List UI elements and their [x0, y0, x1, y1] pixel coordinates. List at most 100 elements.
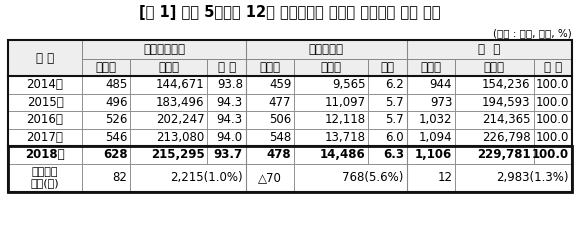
Bar [82, 76, 130, 93]
Text: 회사수: 회사수 [420, 61, 441, 74]
Text: 1,094: 1,094 [419, 131, 452, 144]
Bar [208, 76, 246, 93]
Bar [294, 93, 368, 111]
Text: 1,032: 1,032 [419, 113, 452, 126]
Text: 226,798: 226,798 [482, 131, 531, 144]
Bar [534, 129, 572, 146]
Bar [407, 40, 572, 59]
Bar [407, 111, 455, 129]
Bar [407, 59, 455, 76]
Bar [82, 59, 130, 76]
Text: 93.7: 93.7 [213, 148, 243, 161]
Bar [455, 111, 534, 129]
Text: 526: 526 [105, 113, 128, 126]
Text: 전년대비
증감(률): 전년대비 증감(률) [31, 167, 59, 188]
Bar [407, 93, 455, 111]
Text: 100.0: 100.0 [535, 78, 569, 91]
Bar [8, 146, 82, 163]
Text: 183,496: 183,496 [156, 96, 204, 109]
Text: 회사수: 회사수 [260, 61, 281, 74]
Bar [368, 59, 407, 76]
Bar [294, 76, 368, 93]
Bar [294, 111, 368, 129]
Text: 5.7: 5.7 [385, 96, 404, 109]
Text: 합  계: 합 계 [478, 43, 501, 56]
Bar [368, 93, 407, 111]
Bar [455, 163, 572, 192]
Bar [455, 146, 534, 163]
Bar [534, 111, 572, 129]
Text: 477: 477 [269, 96, 291, 109]
Text: 5.7: 5.7 [385, 113, 404, 126]
Text: 768(5.6%): 768(5.6%) [342, 171, 404, 184]
Text: 배당금: 배당금 [158, 61, 179, 74]
Bar [368, 111, 407, 129]
Text: 12,118: 12,118 [324, 113, 365, 126]
Bar [294, 163, 407, 192]
Text: 2015년: 2015년 [27, 96, 63, 109]
Bar [534, 146, 572, 163]
Text: 1,106: 1,106 [415, 148, 452, 161]
Text: 628: 628 [103, 148, 128, 161]
Text: 비 율: 비 율 [218, 61, 235, 74]
Bar [208, 146, 246, 163]
Text: 12: 12 [437, 171, 452, 184]
Text: 100.0: 100.0 [535, 131, 569, 144]
Bar [82, 93, 130, 111]
Text: 코스닥시장: 코스닥시장 [309, 43, 344, 56]
Bar [82, 129, 130, 146]
Bar [208, 129, 246, 146]
Text: 194,593: 194,593 [482, 96, 531, 109]
Text: 94.0: 94.0 [217, 131, 243, 144]
Text: 93.8: 93.8 [217, 78, 243, 91]
Text: 478: 478 [267, 148, 291, 161]
Bar [407, 129, 455, 146]
Text: △70: △70 [258, 171, 282, 184]
Text: 82: 82 [113, 171, 128, 184]
Bar [455, 93, 534, 111]
Bar [8, 40, 82, 76]
Bar [82, 40, 246, 59]
Bar [82, 163, 130, 192]
Bar [208, 93, 246, 111]
Bar [130, 146, 208, 163]
Text: 6.0: 6.0 [385, 131, 404, 144]
Bar [246, 111, 294, 129]
Bar [130, 163, 246, 192]
Text: 2014년: 2014년 [27, 78, 63, 91]
Text: [표 1] 최근 5개년도 12월 결산법인의 시장별 실질주주 배당 현황: [표 1] 최근 5개년도 12월 결산법인의 시장별 실질주주 배당 현황 [139, 6, 441, 20]
Text: 100.0: 100.0 [532, 148, 569, 161]
Bar [368, 129, 407, 146]
Bar [294, 59, 368, 76]
Text: 459: 459 [269, 78, 291, 91]
Text: (단위 : 개사, 억원, %): (단위 : 개사, 억원, %) [493, 28, 572, 38]
Text: 2017년: 2017년 [27, 131, 63, 144]
Text: 100.0: 100.0 [535, 113, 569, 126]
Text: 229,781: 229,781 [477, 148, 531, 161]
Text: 비율: 비율 [380, 61, 394, 74]
Bar [246, 146, 294, 163]
Bar [368, 146, 407, 163]
Text: 배당금: 배당금 [484, 61, 505, 74]
Text: 94.3: 94.3 [217, 113, 243, 126]
Bar [455, 129, 534, 146]
Bar [368, 76, 407, 93]
Text: 944: 944 [430, 78, 452, 91]
Bar [8, 40, 572, 192]
Text: 215,295: 215,295 [151, 148, 204, 161]
Bar [130, 59, 208, 76]
Bar [208, 111, 246, 129]
Bar [8, 76, 82, 93]
Bar [534, 76, 572, 93]
Text: 202,247: 202,247 [156, 113, 204, 126]
Text: 회사수: 회사수 [96, 61, 117, 74]
Text: 485: 485 [105, 78, 128, 91]
Text: 배당금: 배당금 [321, 61, 342, 74]
Text: 11,097: 11,097 [324, 96, 365, 109]
Text: 2,983(1.3%): 2,983(1.3%) [496, 171, 569, 184]
Bar [246, 93, 294, 111]
Text: 506: 506 [269, 113, 291, 126]
Text: 14,486: 14,486 [320, 148, 365, 161]
Bar [8, 129, 82, 146]
Text: 496: 496 [105, 96, 128, 109]
